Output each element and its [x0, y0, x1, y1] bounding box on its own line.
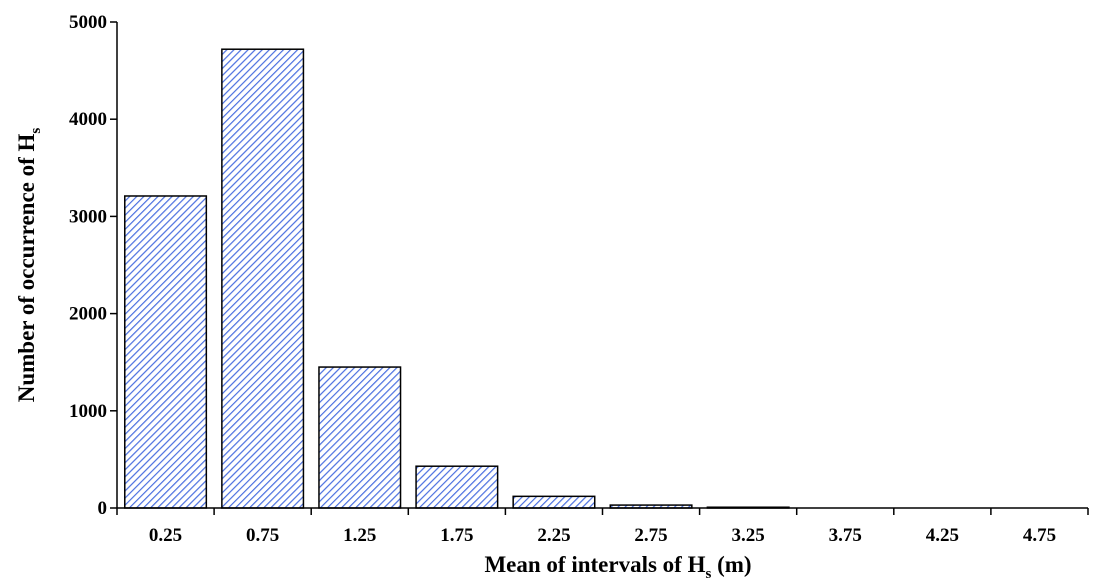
- y-tick-label: 2000: [69, 304, 107, 325]
- bar-0.25: [124, 195, 208, 509]
- x-ticks-group: 0.25 0.75 1.25 1.75 2.25 2.75 3.25 3.75 4.25 4.75: [116, 508, 1089, 546]
- y-ticks-group: 0 1000 2000 3000 4000 5000: [69, 12, 117, 519]
- x-tick-label: 2.75: [634, 525, 667, 546]
- y-tick-label: 4000: [69, 109, 107, 130]
- bar-2.25: [512, 495, 596, 509]
- bar-1.25: [318, 366, 402, 509]
- x-tick-label: 0.25: [149, 525, 182, 546]
- bars-group: [124, 48, 790, 509]
- x-tick-label: 3.75: [829, 525, 862, 546]
- bar-1.75: [415, 465, 499, 509]
- y-tick-label: 3000: [69, 206, 107, 227]
- x-tick-label: 3.25: [732, 525, 765, 546]
- x-tick-label: 2.25: [537, 525, 570, 546]
- x-axis-title: Mean of intervals of Hs (m): [484, 552, 751, 579]
- x-tick-label: 0.75: [246, 525, 279, 546]
- x-tick-label: 1.25: [343, 525, 376, 546]
- y-axis-title: Number of occurrence of Hs: [14, 128, 44, 403]
- x-tick-label: 1.75: [440, 525, 473, 546]
- y-tick-label: 5000: [69, 12, 107, 33]
- x-tick-label: 4.75: [1023, 525, 1056, 546]
- y-tick-label: 0: [98, 498, 108, 519]
- bar-0.75: [221, 48, 305, 509]
- x-tick-label: 4.25: [926, 525, 959, 546]
- y-tick-label: 1000: [69, 401, 107, 422]
